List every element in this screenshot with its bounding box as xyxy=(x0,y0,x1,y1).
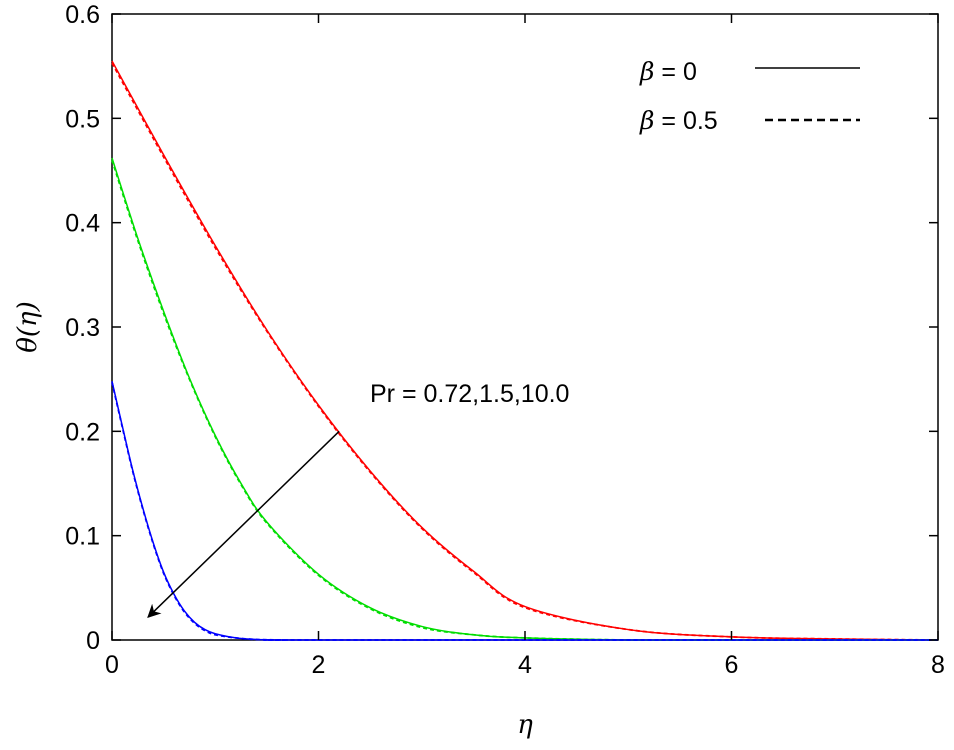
y-tick-label-5: 0.4 xyxy=(65,210,100,238)
x-axis-label: η xyxy=(517,710,533,740)
x-tick-label-1: 0 xyxy=(105,651,119,679)
legend-entry-2-symbol: β xyxy=(639,106,654,135)
annotation-text: Pr = 0.72,1.5,10.0 xyxy=(370,380,569,408)
legend-entry-2-text: = 0.5 xyxy=(654,107,717,135)
legend-entry-1-label: β = 0 xyxy=(639,57,697,86)
y-axis-label: θ(η) xyxy=(13,301,43,353)
legend-entry-2-label: β = 0.5 xyxy=(639,106,718,135)
x-tick-label-3: 4 xyxy=(518,651,532,679)
legend-entry-1-text: = 0 xyxy=(654,58,696,86)
legend-entry-1-symbol: β xyxy=(639,57,654,86)
x-tick-label-2: 2 xyxy=(312,651,326,679)
series-layer xyxy=(111,60,939,642)
y-tick-label-6: 0.5 xyxy=(65,105,100,133)
x-tick-label-5: 8 xyxy=(931,651,945,679)
x-tick-label-4: 6 xyxy=(725,651,739,679)
tick-layer: 0 2 4 6 8 0 0.1 0.2 0.3 0.4 0.5 0.6 xyxy=(65,1,945,679)
series-line-2 xyxy=(111,62,939,641)
y-tick-label-1: 0 xyxy=(86,627,100,655)
y-tick-label-7: 0.6 xyxy=(65,1,100,29)
annotation-arrow xyxy=(147,430,340,618)
legend: β = 0 β = 0.5 xyxy=(639,57,860,135)
y-tick-label-4: 0.3 xyxy=(65,314,100,342)
y-tick-label-2: 0.1 xyxy=(65,523,100,551)
series-line-6 xyxy=(111,382,938,641)
y-tick-label-3: 0.2 xyxy=(65,418,100,446)
plot-area xyxy=(111,13,939,641)
